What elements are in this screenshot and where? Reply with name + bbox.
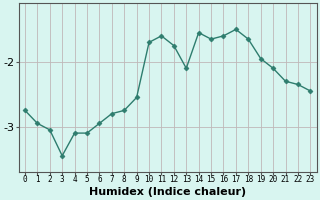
X-axis label: Humidex (Indice chaleur): Humidex (Indice chaleur)	[89, 187, 246, 197]
